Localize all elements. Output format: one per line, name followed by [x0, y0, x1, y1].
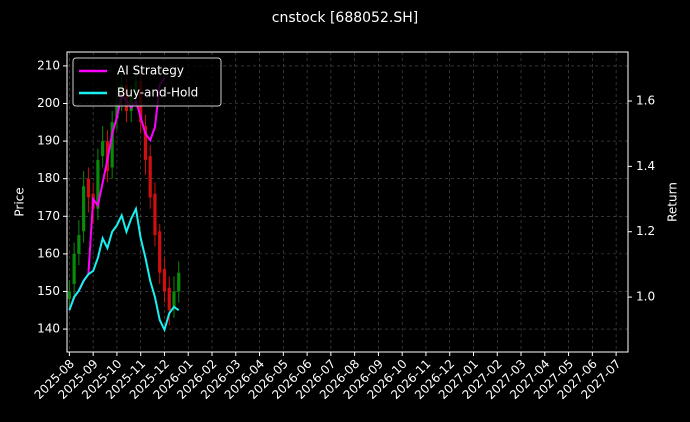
chart-title: cnstock [688052.SH] — [272, 10, 418, 26]
y-tick-label: 150 — [37, 284, 60, 298]
candle-body — [77, 235, 81, 254]
y2-tick-label: 1.6 — [636, 94, 655, 108]
y-tick-label: 160 — [37, 246, 60, 260]
y-tick-label: 200 — [37, 96, 60, 110]
y2-tick-label: 1.0 — [636, 290, 655, 304]
y2-axis-label: Return — [666, 182, 680, 222]
y-tick-label: 170 — [37, 209, 60, 223]
candle-body — [96, 159, 100, 209]
legend-label: Buy-and-Hold — [117, 86, 198, 100]
candle-body — [82, 186, 86, 232]
candle-body — [72, 253, 76, 284]
candle-body — [158, 231, 162, 273]
legend-label: AI Strategy — [117, 64, 184, 78]
y-tick-label: 190 — [37, 134, 60, 148]
candle-body — [148, 156, 152, 198]
legend-box — [72, 57, 222, 107]
candle-body — [162, 268, 167, 292]
y2-tick-label: 1.2 — [636, 224, 655, 238]
y2-tick-label: 1.4 — [636, 159, 655, 173]
candle-body — [86, 178, 90, 198]
candle-body — [110, 122, 114, 168]
y-tick-label: 210 — [37, 58, 60, 72]
y-tick-label: 140 — [37, 322, 60, 336]
candle-body — [115, 103, 119, 119]
y-tick-label: 180 — [37, 171, 60, 185]
line-series — [68, 205, 180, 333]
candle-body — [143, 126, 148, 160]
candle-body — [172, 291, 176, 307]
plot-frame — [66, 51, 629, 353]
y-axis-label: Price — [13, 187, 27, 216]
candle-body — [177, 272, 181, 292]
legend: AI Strategy Buy-and-Hold — [72, 57, 222, 107]
candle-body — [67, 291, 71, 299]
candle-body — [167, 287, 171, 311]
candle-body — [153, 193, 157, 236]
candle-body — [101, 141, 105, 157]
